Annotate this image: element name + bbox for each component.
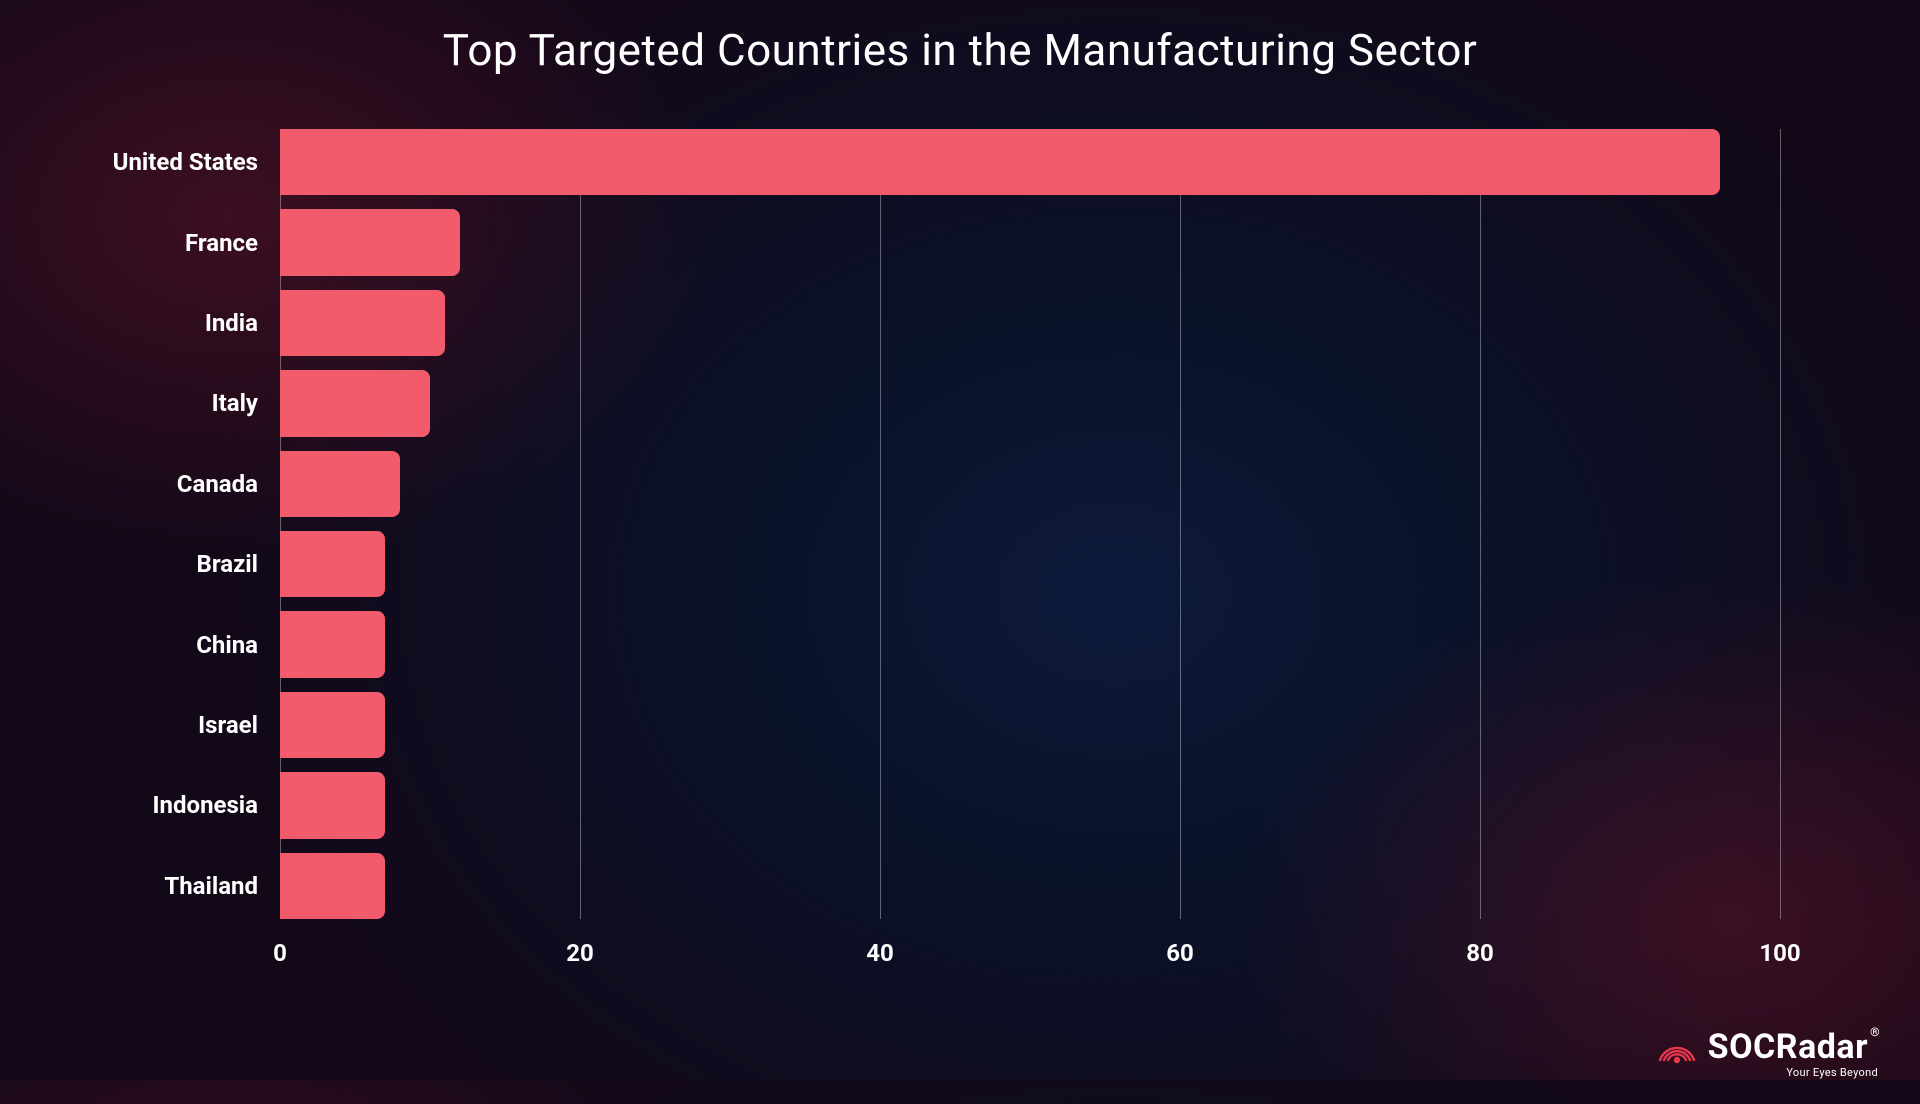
bar-row: Indonesia: [280, 772, 1780, 838]
brand-tagline: Your Eyes Beyond: [1786, 1067, 1878, 1078]
bar-row: China: [280, 611, 1780, 677]
plot-area: 020406080100United StatesFranceIndiaItal…: [280, 129, 1780, 919]
y-axis-category-label: Brazil: [197, 550, 258, 578]
y-axis-category-label: United States: [113, 148, 258, 176]
y-axis-category-label: China: [196, 631, 258, 659]
bar-row: India: [280, 290, 1780, 356]
radar-icon: [1656, 1033, 1698, 1075]
bar-row: Israel: [280, 692, 1780, 758]
bar: [280, 451, 400, 517]
bar: [280, 129, 1720, 195]
bar: [280, 772, 385, 838]
x-gridline: [1780, 129, 1781, 919]
x-axis-tick-label: 40: [866, 939, 894, 967]
bar: [280, 853, 385, 919]
x-axis-tick-label: 0: [273, 939, 287, 967]
bar: [280, 692, 385, 758]
bar-row: Brazil: [280, 531, 1780, 597]
brand-logo: SOCRadar® Your Eyes Beyond: [1656, 1030, 1878, 1078]
bar: [280, 290, 445, 356]
bar-row: United States: [280, 129, 1780, 195]
bar-row: Italy: [280, 370, 1780, 436]
x-axis-tick-label: 80: [1466, 939, 1494, 967]
bar: [280, 531, 385, 597]
x-axis-tick-label: 100: [1759, 939, 1800, 967]
y-axis-category-label: India: [205, 309, 258, 337]
bar-row: Thailand: [280, 853, 1780, 919]
chart-area: 020406080100United StatesFranceIndiaItal…: [280, 129, 1780, 919]
y-axis-category-label: Italy: [212, 389, 258, 417]
y-axis-category-label: Israel: [198, 711, 258, 739]
brand-name: SOCRadar®: [1708, 1030, 1878, 1064]
chart-title: Top Targeted Countries in the Manufactur…: [0, 24, 1920, 76]
y-axis-category-label: Indonesia: [153, 791, 258, 819]
bar: [280, 370, 430, 436]
bar-row: Canada: [280, 451, 1780, 517]
y-axis-category-label: Canada: [177, 470, 258, 498]
y-axis-category-label: France: [185, 229, 258, 257]
bar: [280, 209, 460, 275]
x-axis-tick-label: 60: [1166, 939, 1194, 967]
x-axis-tick-label: 20: [566, 939, 594, 967]
bar: [280, 611, 385, 677]
y-axis-category-label: Thailand: [164, 872, 258, 900]
bar-row: France: [280, 209, 1780, 275]
